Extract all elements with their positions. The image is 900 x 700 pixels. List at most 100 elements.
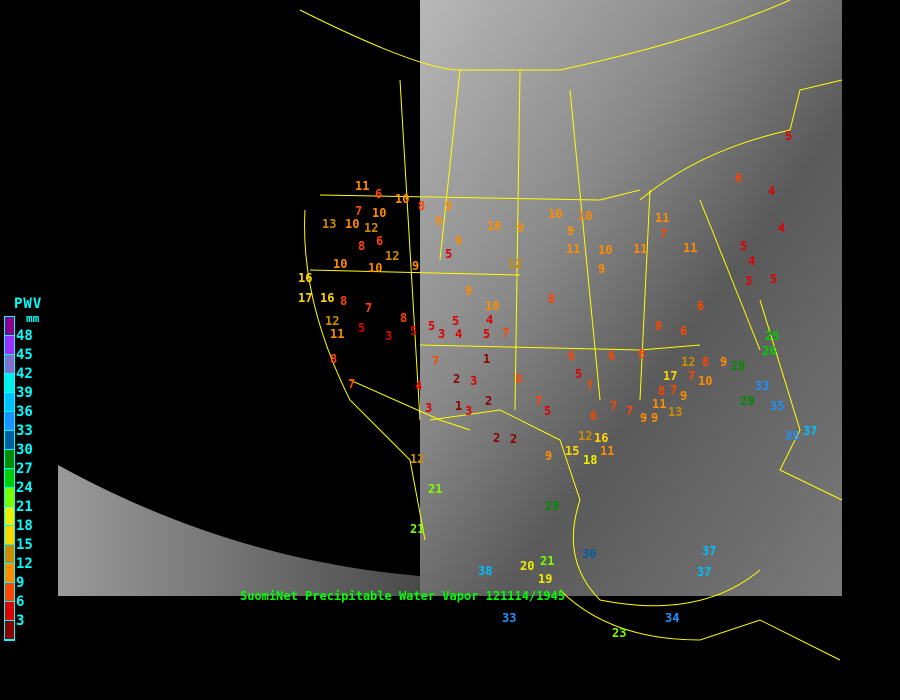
station-pwv-value: 8 (702, 355, 710, 369)
station-pwv-value: 9 (680, 389, 688, 403)
station-pwv-value: 11 (355, 179, 370, 193)
legend-swatch (5, 469, 14, 488)
station-pwv-value: 6 (697, 299, 705, 313)
station-pwv-value: 5 (452, 314, 460, 328)
station-pwv-value: 2 (485, 394, 493, 408)
station-pwv-value: 16 (594, 431, 609, 445)
station-pwv-value: 11 (566, 242, 581, 256)
station-pwv-value: 6 (680, 324, 688, 338)
station-pwv-value: 8 (548, 292, 556, 306)
station-pwv-value: 5 (575, 367, 583, 381)
station-pwv-value: 13 (668, 405, 683, 419)
station-pwv-value: 5 (740, 239, 748, 253)
legend-swatch (5, 374, 14, 393)
station-pwv-value: 11 (652, 397, 667, 411)
station-pwv-value: 10 (487, 219, 502, 233)
station-pwv-value: 12 (325, 314, 340, 328)
legend-swatch (5, 317, 14, 336)
station-pwv-value: 12 (508, 257, 523, 271)
station-pwv-value: 3 (425, 401, 433, 415)
legend-label: 9 (16, 575, 25, 591)
station-pwv-value: 5 (785, 129, 793, 143)
station-pwv-value: 7 (365, 301, 373, 315)
station-pwv-value: 33 (502, 611, 517, 625)
station-pwv-value: 11 (600, 444, 615, 458)
station-pwv-value: 3 (438, 327, 446, 341)
station-pwv-value: 9 (445, 199, 453, 213)
station-pwv-value: 8 (340, 294, 348, 308)
station-pwv-value: 4 (778, 221, 786, 235)
station-pwv-value: 21 (540, 554, 555, 568)
station-pwv-value: 8 (330, 352, 338, 366)
station-pwv-value: 9 (435, 214, 443, 228)
station-pwv-value: 7 (610, 399, 618, 413)
legend-label: 24 (16, 480, 33, 496)
station-pwv-value: 10 (578, 209, 593, 223)
legend-label: 42 (16, 366, 33, 382)
legend-swatch (5, 583, 14, 602)
station-pwv-value: 7 (348, 377, 356, 391)
station-pwv-value: 35 (785, 429, 800, 443)
station-pwv-value: 4 (768, 184, 776, 198)
legend-swatch (5, 564, 14, 583)
legend-label: 15 (16, 537, 33, 553)
station-pwv-value: 17 (663, 369, 678, 383)
boundary-lines (299, 0, 843, 661)
station-pwv-value: 38 (478, 564, 493, 578)
station-pwv-value: 11 (683, 241, 698, 255)
station-pwv-value: 3 (385, 329, 393, 343)
legend-swatch (5, 412, 14, 431)
station-pwv-value: 10 (485, 299, 500, 313)
station-pwv-value: 17 (298, 291, 313, 305)
station-pwv-value: 4 (486, 313, 494, 327)
legend-swatch (5, 507, 14, 526)
station-pwv-value: 33 (755, 379, 770, 393)
station-pwv-value: 8 (658, 384, 666, 398)
station-pwv-value: 8 (515, 372, 523, 386)
station-pwv-value: 5 (483, 327, 491, 341)
station-pwv-value: 10 (333, 257, 348, 271)
station-pwv-value: 11 (655, 211, 670, 225)
station-pwv-value: 9 (517, 221, 525, 235)
station-pwv-value: 11 (633, 242, 648, 256)
station-pwv-value: 12 (385, 249, 400, 263)
station-pwv-value: 2 (493, 431, 501, 445)
satellite-image-southwest (58, 465, 420, 596)
station-pwv-value: 9 (567, 224, 575, 238)
station-pwv-value: 7 (355, 204, 363, 218)
station-pwv-value: 8 (655, 319, 663, 333)
legend-label: 30 (16, 442, 33, 458)
station-pwv-value: 12 (410, 452, 425, 466)
legend-label: 48 (16, 328, 33, 344)
station-pwv-value: 7 (502, 326, 510, 340)
station-pwv-value: 1 (483, 352, 491, 366)
station-pwv-value: 16 (298, 271, 313, 285)
station-pwv-value: 29 (740, 394, 755, 408)
station-pwv-value: 7 (626, 404, 634, 418)
legend-label: 6 (16, 594, 25, 610)
station-pwv-value: 9 (598, 262, 606, 276)
station-pwv-value: 4 (415, 379, 423, 393)
station-pwv-value: 7 (670, 383, 678, 397)
station-pwv-value: 15 (565, 444, 580, 458)
station-pwv-value: 20 (520, 559, 535, 573)
station-pwv-value: 3 (745, 274, 753, 288)
legend-label: 27 (16, 461, 33, 477)
legend-label: 12 (16, 556, 33, 572)
station-pwv-value: 3 (470, 374, 478, 388)
station-pwv-value: 2 (453, 372, 461, 386)
station-pwv-value: 7 (660, 227, 668, 241)
station-pwv-value: 10 (698, 374, 713, 388)
station-pwv-value: 5 (428, 319, 436, 333)
station-pwv-value: 9 (455, 234, 463, 248)
station-pwv-value: 9 (545, 449, 553, 463)
station-pwv-value: 37 (702, 544, 717, 558)
legend-title: PWV (14, 296, 43, 312)
legend-label: 45 (16, 347, 33, 363)
station-pwv-value: 10 (345, 217, 360, 231)
station-pwv-value: 2 (510, 432, 518, 446)
station-pwv-value: 25 (765, 329, 780, 343)
station-pwv-value: 6 (735, 171, 743, 185)
legend-swatch (5, 545, 14, 564)
